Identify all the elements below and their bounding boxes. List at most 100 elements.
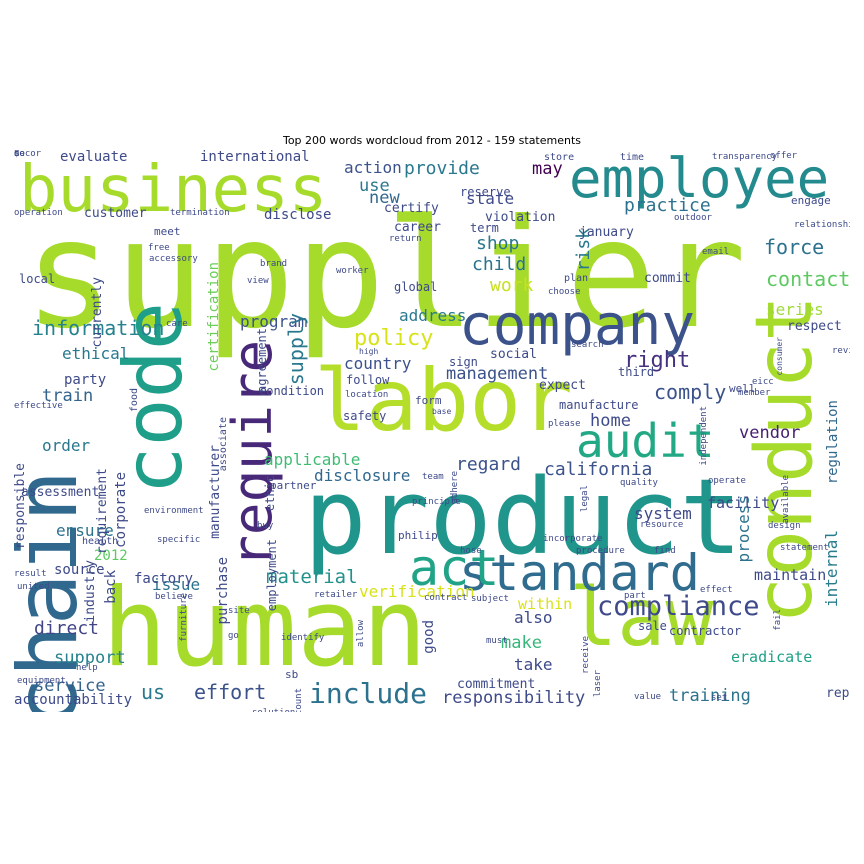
word-condition: condition xyxy=(259,384,325,398)
word-make: make xyxy=(501,633,542,653)
word-procedure: procedure xyxy=(576,546,625,556)
word-follow: follow xyxy=(346,373,390,387)
word-human: human xyxy=(102,566,428,691)
word-child: child xyxy=(472,254,527,275)
word-standard: standard xyxy=(459,544,700,602)
word-labor: labor xyxy=(314,351,573,451)
word-january: january xyxy=(579,225,634,240)
word-value: value xyxy=(634,692,662,702)
word-must: must xyxy=(486,636,508,646)
word-ensure: ensure xyxy=(56,521,114,540)
word-help: help xyxy=(76,663,98,673)
word-commit: commit xyxy=(644,271,691,286)
word-outdoor: outdoor xyxy=(674,213,712,223)
word-take: take xyxy=(514,655,553,674)
word-eradicate: eradicate xyxy=(731,648,813,666)
word-hose: hose xyxy=(460,546,482,556)
word-review: review xyxy=(832,346,850,356)
word-series: series xyxy=(766,300,824,319)
word-resource: resource xyxy=(640,520,684,530)
word-order: order xyxy=(42,436,91,455)
word-supplier: supplier xyxy=(24,188,747,362)
word-term: term xyxy=(470,221,499,235)
word-business: business xyxy=(19,153,328,227)
word-contract: contract xyxy=(424,593,468,603)
word-site: site xyxy=(228,606,250,616)
word-management: management xyxy=(446,364,549,384)
word-result: result xyxy=(14,569,47,579)
word-verification: verification xyxy=(359,582,475,601)
word-buy: buy xyxy=(257,521,274,531)
word-email: email xyxy=(702,247,730,257)
word-may: may xyxy=(532,159,563,179)
word-food: food xyxy=(129,388,140,413)
word-factory: factory xyxy=(134,571,194,587)
word-report: report xyxy=(826,686,850,701)
word-certify: certify xyxy=(384,201,439,216)
word-industry: industry xyxy=(83,560,98,623)
word-reserve: reserve xyxy=(460,185,511,199)
word-responsibility: responsibility xyxy=(442,688,586,708)
word-find: find xyxy=(654,546,676,556)
word-ethic: ethic xyxy=(263,475,277,512)
word-country: country xyxy=(344,354,412,373)
word-new: new xyxy=(369,188,400,208)
word-available: available xyxy=(781,475,791,524)
word-evaluate: evaluate xyxy=(60,150,128,165)
page-title: Top 200 words wordcloud from 2012 - 159 … xyxy=(282,134,582,147)
word-set: set xyxy=(711,693,728,703)
word-sign: sign xyxy=(449,355,478,369)
word-high: high xyxy=(359,347,379,356)
word-view: view xyxy=(247,276,269,286)
word-worker: worker xyxy=(336,266,369,276)
word-location: location xyxy=(345,390,389,400)
word-engage: engage xyxy=(791,194,831,207)
word-material: material xyxy=(266,566,358,588)
word-health: health xyxy=(82,536,119,547)
word-safety: safety xyxy=(343,409,387,423)
word-audit: audit xyxy=(576,414,715,468)
word-united: united xyxy=(17,582,50,592)
word-member: member xyxy=(738,388,771,398)
word-termination: termination xyxy=(170,208,230,218)
word-act: act xyxy=(409,539,500,597)
word-regard: regard xyxy=(456,454,522,475)
word-supply: supply xyxy=(284,313,308,386)
word-2012: 2012 xyxy=(94,548,128,564)
word-right: right xyxy=(624,348,691,373)
word-furniture: furniture xyxy=(179,593,189,642)
word-also: also xyxy=(514,608,553,627)
word-program: program xyxy=(240,312,308,331)
word-allow: allow xyxy=(356,620,366,648)
word-force: force xyxy=(764,235,825,259)
word-cloud: supplier product human business employee comp… xyxy=(14,150,850,712)
word-vendor: vendor xyxy=(739,423,801,443)
word-employee: employee xyxy=(569,150,830,210)
word-address: address xyxy=(399,306,467,325)
word-base: base xyxy=(432,407,452,416)
word-principle: principle xyxy=(412,497,461,507)
word-expect: expect xyxy=(539,378,586,393)
word-facility: facility xyxy=(707,494,780,512)
word-california: california xyxy=(544,459,653,480)
word-good: good xyxy=(421,620,437,654)
word-laser: laser xyxy=(593,670,603,698)
word-consumer: consumer xyxy=(775,337,784,376)
word-accessory: accessory xyxy=(149,254,198,264)
word-retailer: retailer xyxy=(314,590,358,600)
word-choose: choose xyxy=(548,287,581,297)
word-local: local xyxy=(19,272,56,286)
word-comply: comply xyxy=(654,380,727,404)
word-ho: ho xyxy=(14,150,25,159)
word-eicc: eicc xyxy=(752,377,774,387)
word-information: information xyxy=(32,316,165,340)
word-contact: contact xyxy=(766,267,850,291)
word-shop: shop xyxy=(476,233,520,254)
word-certification: certification xyxy=(206,262,222,372)
word-statement: statement xyxy=(780,543,829,553)
word-dollar: $ xyxy=(14,150,20,159)
word-brand: brand xyxy=(260,259,288,269)
word-fail: fail xyxy=(773,609,783,631)
word-company: company xyxy=(459,293,696,358)
word-transparency: transparency xyxy=(712,152,778,162)
